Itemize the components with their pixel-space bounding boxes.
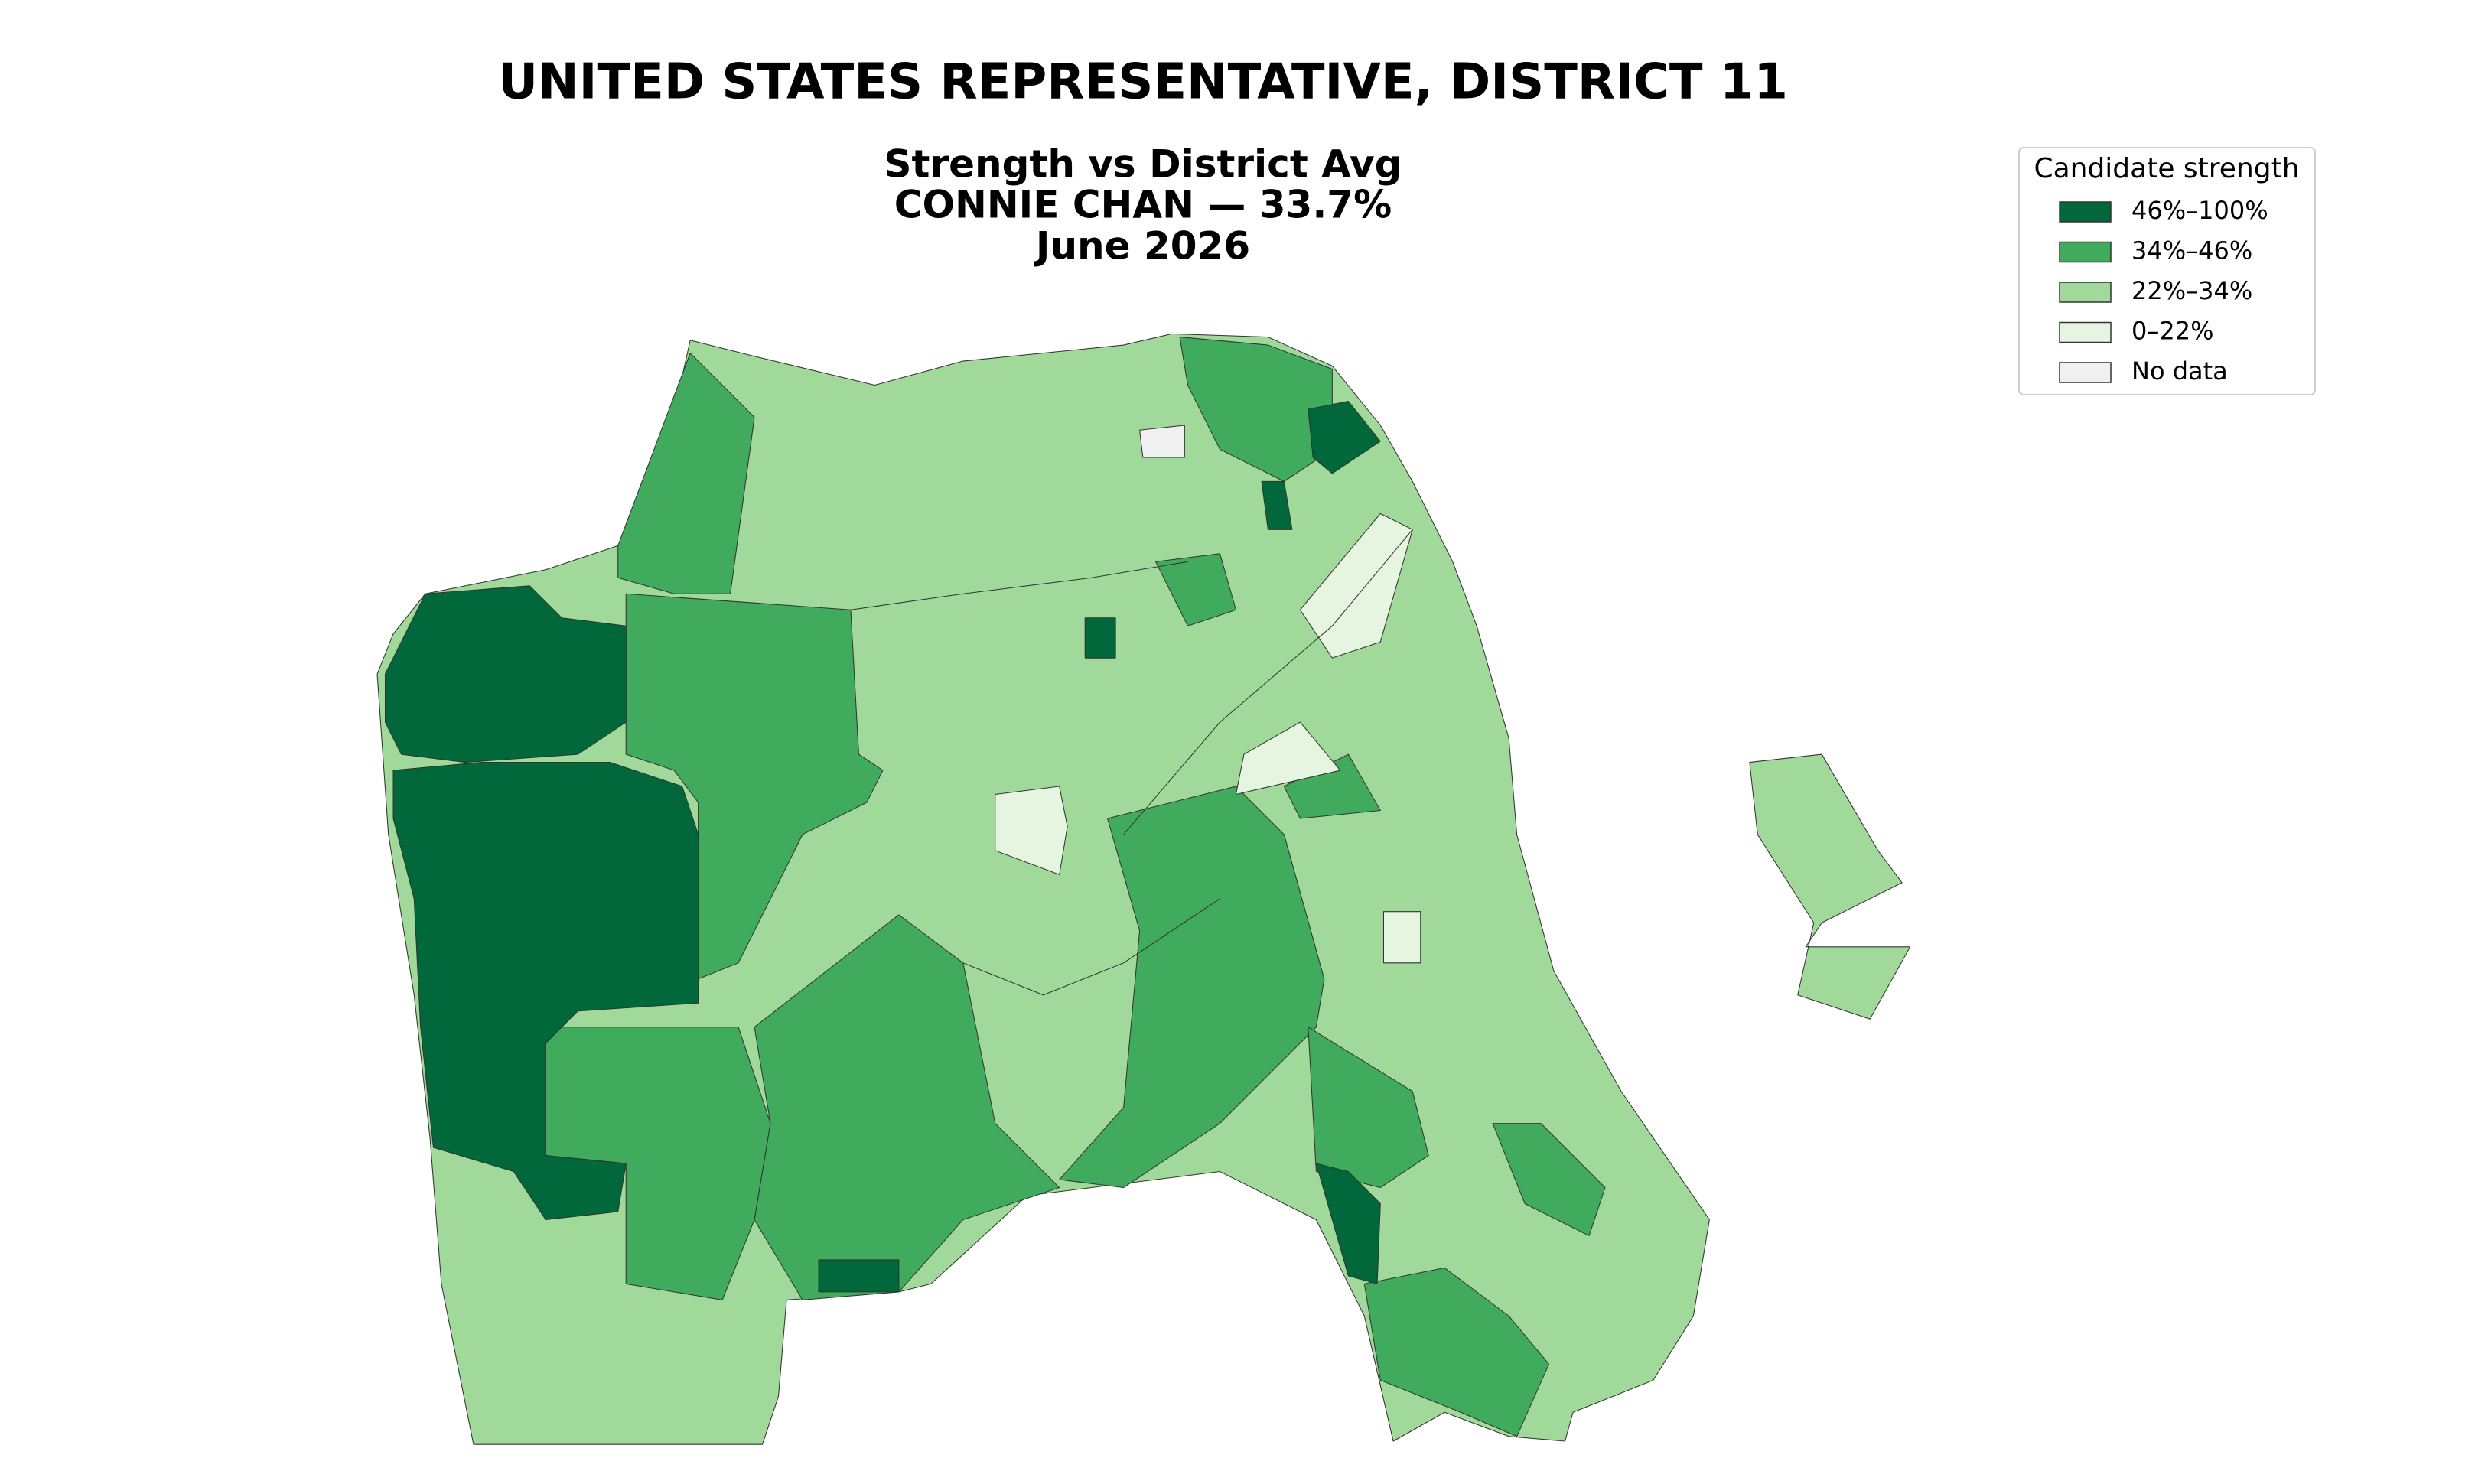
region bbox=[1084, 617, 1116, 659]
legend-title: Candidate strength bbox=[2034, 153, 2299, 184]
legend-label: 22%–34% bbox=[2131, 276, 2252, 305]
street-line bbox=[962, 898, 1220, 996]
region bbox=[617, 353, 755, 594]
region bbox=[1139, 425, 1185, 458]
legend-swatch bbox=[2059, 321, 2112, 343]
region bbox=[1235, 721, 1341, 796]
region bbox=[1382, 911, 1421, 964]
region bbox=[995, 786, 1068, 875]
region bbox=[1261, 480, 1293, 530]
region bbox=[1179, 337, 1333, 482]
street-line bbox=[850, 561, 1188, 610]
map-subtitle: CONNIE CHAN — 33.7% bbox=[894, 183, 1392, 227]
region bbox=[1492, 1123, 1606, 1236]
region bbox=[818, 1259, 900, 1293]
legend-swatch bbox=[2059, 241, 2112, 263]
map-subtitle: June 2026 bbox=[1034, 224, 1250, 268]
street-line bbox=[1123, 529, 1413, 835]
legend: Candidate strength 46%–100% 34%–46% 22%–34… bbox=[2018, 147, 2316, 395]
region bbox=[1315, 1163, 1381, 1284]
legend-label: 0–22% bbox=[2131, 317, 2213, 346]
region bbox=[392, 762, 699, 1221]
region bbox=[625, 593, 884, 980]
map-title: UNITED STATES REPRESENTATIVE, DISTRICT 1… bbox=[498, 54, 1788, 111]
region bbox=[1059, 786, 1325, 1189]
region bbox=[1363, 1267, 1550, 1437]
legend-label: 46%–100% bbox=[2131, 196, 2268, 225]
map-subtitle: Strength vs District Avg bbox=[884, 142, 1402, 187]
legend-swatch bbox=[2059, 362, 2112, 383]
region bbox=[1155, 553, 1236, 626]
legend-label: No data bbox=[2131, 356, 2228, 386]
legend-swatch bbox=[2059, 201, 2112, 223]
legend-label: 34%–46% bbox=[2131, 236, 2252, 265]
region bbox=[1308, 400, 1381, 474]
legend-swatch bbox=[2059, 282, 2112, 303]
map bbox=[376, 333, 1911, 1445]
region bbox=[1749, 753, 1911, 1020]
region bbox=[1299, 513, 1413, 659]
region bbox=[1308, 1027, 1429, 1189]
region bbox=[754, 914, 1060, 1300]
region bbox=[384, 585, 627, 763]
